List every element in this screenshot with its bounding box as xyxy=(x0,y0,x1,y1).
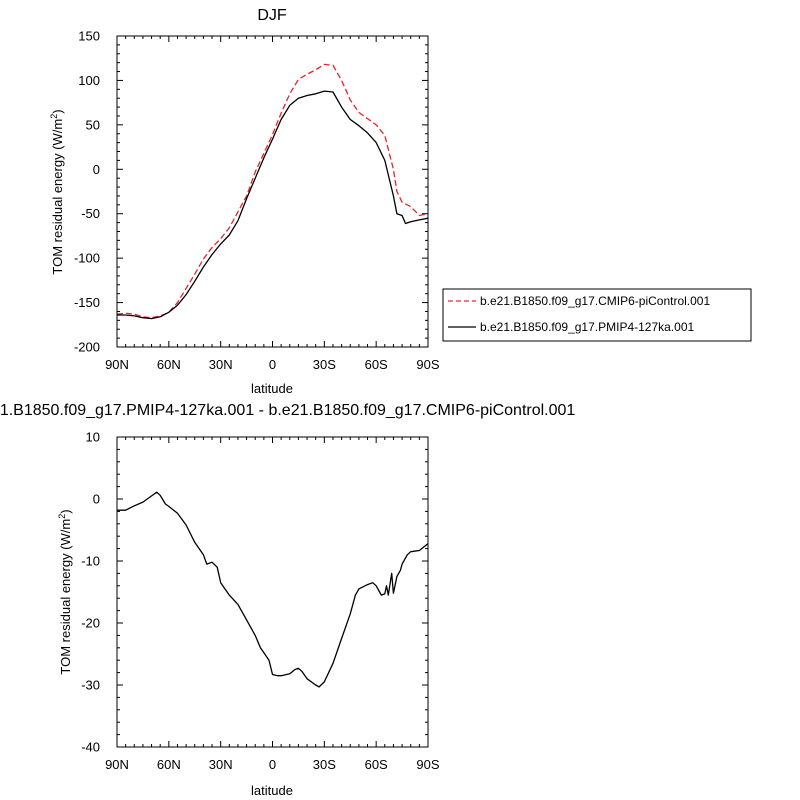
series-line-1 xyxy=(117,90,429,320)
y-tick-label: -20 xyxy=(81,616,100,631)
x-tick-label: 90N xyxy=(105,357,129,372)
x-axis-title: latitude xyxy=(251,381,293,396)
y-tick-label: -100 xyxy=(74,251,100,266)
y-axis-title-superscript: 2 xyxy=(57,514,67,519)
y-tick-label: 100 xyxy=(78,73,100,88)
y-tick-label: 50 xyxy=(86,117,100,132)
y-axis-title: TOM residual energy (W/m2) xyxy=(57,509,73,674)
x-tick-label: 0 xyxy=(269,357,276,372)
x-tick-label: 30N xyxy=(209,757,233,772)
x-tick-label: 90S xyxy=(416,757,439,772)
difference-chart-title: b.e21.B1850.f09_g17.PMIP4-127ka.001 - b.… xyxy=(0,402,575,419)
y-tick-label: -40 xyxy=(81,740,100,755)
y-axis-title: TOM residual energy (W/m2) xyxy=(49,109,65,274)
y-tick-label: -10 xyxy=(81,554,100,569)
bottom-plot-area: 90N 60N 30N 0 30S 60S 90S -40 -30 -20 -10 0 10 xyxy=(81,430,440,773)
y-tick-label: 0 xyxy=(93,492,100,507)
y-axis-title-close: ) xyxy=(50,109,65,113)
legend-label-series-0: b.e21.B1850.f09_g17.CMIP6-piControl.001 xyxy=(480,294,710,308)
x-tick-label: 30S xyxy=(313,357,336,372)
y-tick-label: -30 xyxy=(81,678,100,693)
legend-box xyxy=(442,288,752,342)
y-tick-label: 10 xyxy=(86,430,100,445)
x-tick-label: 90S xyxy=(416,357,439,372)
y-tick-label: -150 xyxy=(74,295,100,310)
x-tick-label: 60S xyxy=(365,357,388,372)
y-tick-label: 0 xyxy=(93,162,100,177)
x-tick-label: 60S xyxy=(365,757,388,772)
series-line-0 xyxy=(116,63,429,319)
x-tick-label: 0 xyxy=(269,757,276,772)
y-tick-label: -50 xyxy=(81,206,100,221)
top-panel: DJF 90N 60N 30N 0 30S 60S 90S -200 -150 -100 -50 0 5… xyxy=(49,7,752,396)
plot-frame xyxy=(116,35,429,348)
x-tick-label: 90N xyxy=(105,757,129,772)
chart-title: DJF xyxy=(257,7,287,24)
y-tick-label: 150 xyxy=(78,29,100,44)
plot-frame xyxy=(116,436,429,748)
legend-label-series-1: b.e21.B1850.f09_g17.PMIP4-127ka.001 xyxy=(480,320,694,334)
bottom-panel: b.e21.B1850.f09_g17.PMIP4-127ka.001 - b.… xyxy=(0,402,575,798)
x-tick-label: 60N xyxy=(157,357,181,372)
top-plot-area: 90N 60N 30N 0 30S 60S 90S -200 -150 -100 -50 0 50 100… xyxy=(74,29,440,373)
y-axis-title-close: ) xyxy=(58,509,73,513)
y-axis-title-main: TOM residual energy (W/m xyxy=(58,519,73,675)
x-axis-title: latitude xyxy=(251,783,293,798)
x-tick-label: 30S xyxy=(313,757,336,772)
x-tick-label: 30N xyxy=(209,357,233,372)
y-axis-title-main: TOM residual energy (W/m xyxy=(50,119,65,275)
legend: b.e21.B1850.f09_g17.CMIP6-piControl.001 … xyxy=(442,288,752,342)
y-tick-label: -200 xyxy=(74,340,100,355)
x-tick-label: 60N xyxy=(157,757,181,772)
series-line-0 xyxy=(117,491,429,688)
y-axis-title-superscript: 2 xyxy=(49,114,59,119)
